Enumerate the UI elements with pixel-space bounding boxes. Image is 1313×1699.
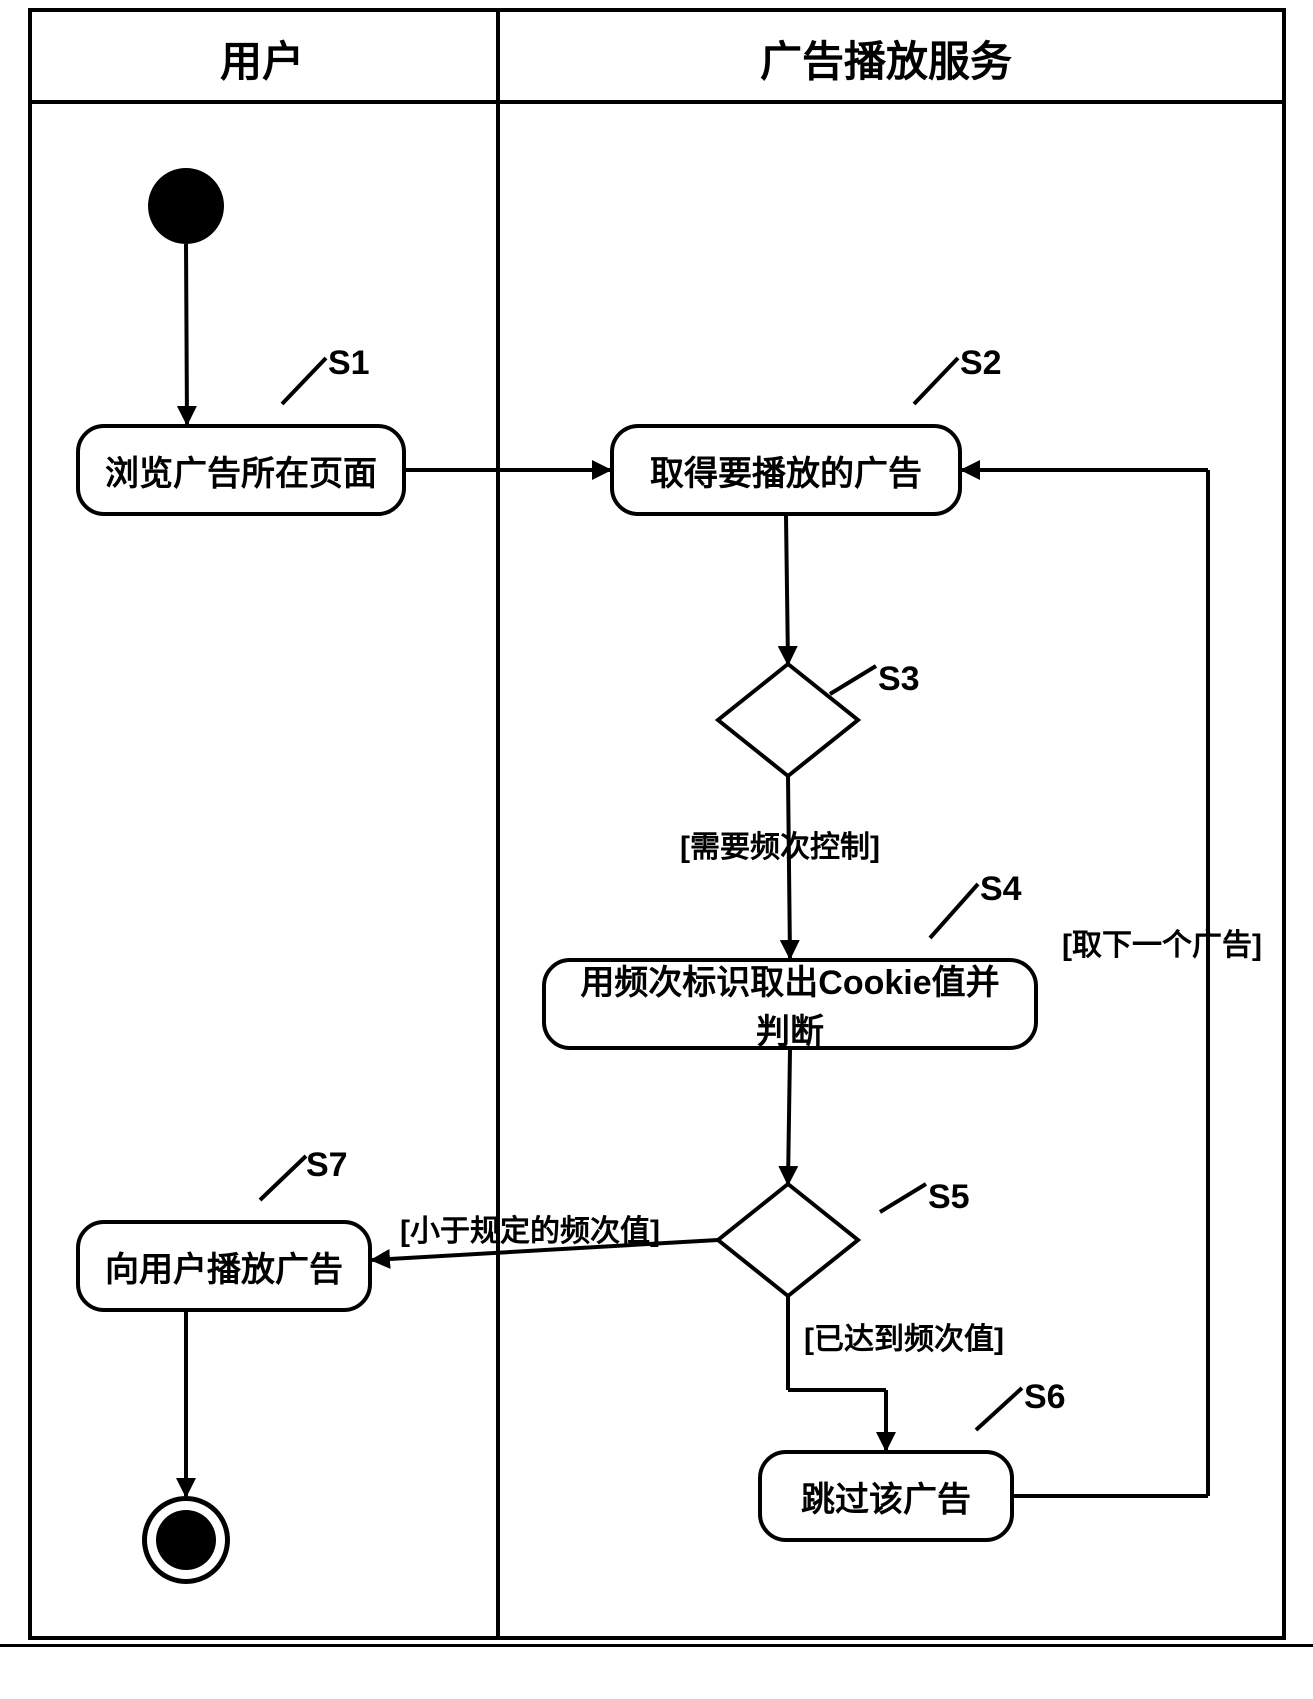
activity-s7: 向用户播放广告 — [76, 1220, 372, 1312]
activity-diagram: 用户 广告播放服务浏览广告所在页面 取得要播放的广告用频次标识取出Cookie值并判… — [0, 0, 1313, 1699]
end-node-inner — [156, 1510, 216, 1570]
title-divider — [28, 100, 1286, 104]
step-label-s6: S6 — [1024, 1378, 1066, 1417]
outer-frame — [28, 8, 1286, 1640]
step-label-s4: S4 — [980, 870, 1022, 909]
edge-label-s5_left: [小于规定的频次值] — [400, 1206, 660, 1250]
step-label-s1: S1 — [328, 344, 370, 383]
step-label-s2: S2 — [960, 344, 1002, 383]
swimlane-divider — [496, 8, 500, 1640]
activity-s2: 取得要播放的广告 — [610, 424, 962, 516]
step-label-s3: S3 — [878, 660, 920, 699]
start-node — [148, 168, 224, 244]
edge-label-s4_right: [取下一个广告] — [1062, 920, 1262, 964]
edge-label-s5_down: [已达到频次值] — [804, 1314, 1004, 1358]
activity-s4: 用频次标识取出Cookie值并判断 — [542, 958, 1038, 1050]
bottom-line — [0, 1644, 1313, 1647]
swimlane-title-service: 广告播放服务 — [760, 28, 1012, 89]
end-node — [142, 1496, 230, 1584]
step-label-s7: S7 — [306, 1146, 348, 1185]
activity-s1: 浏览广告所在页面 — [76, 424, 406, 516]
step-label-s5: S5 — [928, 1178, 970, 1217]
activity-s6: 跳过该广告 — [758, 1450, 1014, 1542]
edge-label-s3_down: [需要频次控制] — [680, 822, 880, 866]
swimlane-title-user: 用户 — [220, 28, 304, 89]
